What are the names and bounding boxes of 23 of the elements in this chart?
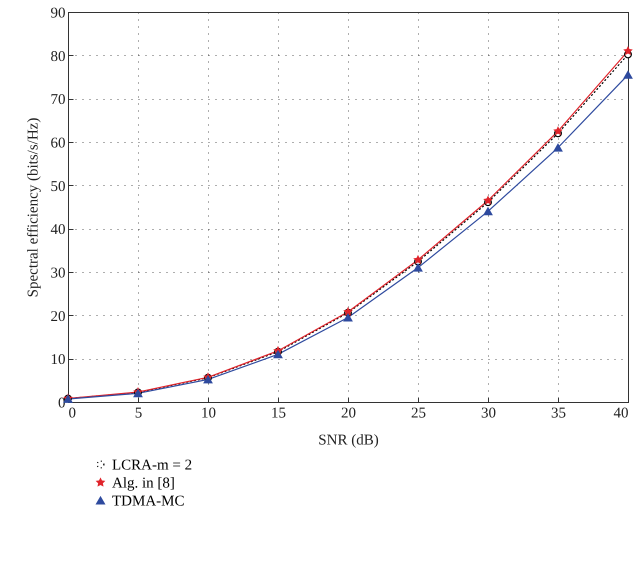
x-tick-label: 30 [481,406,496,422]
x-tick-label: 35 [551,406,566,422]
y-tick-label: 60 [50,136,66,152]
y-tick-label: 80 [50,48,66,65]
y-tick-label: 90 [50,6,66,22]
x-tick-label: 15 [271,406,286,422]
y-tick-label: 10 [50,352,66,368]
legend-label: LCRA-m = 2 [112,458,192,474]
y-tick-label: 30 [50,266,66,282]
y-tick-label: 50 [50,178,66,195]
x-tick-label: 25 [411,406,426,422]
y-tick-label: 20 [50,308,66,325]
x-tick-label: 10 [201,406,216,422]
legend-label: Alg. in [8] [112,476,175,492]
x-tick-label: 5 [134,406,142,422]
x-tick-label: 20 [341,406,356,422]
legend-label: TDMA-MC [112,494,185,510]
y-axis-title: Spectral efficiency (bits/s/Hz) [26,118,42,298]
x-axis-title: SNR (dB) [318,432,379,448]
x-tick-label: 40 [614,406,628,422]
x-tick-label: 0 [68,406,76,422]
y-tick-label: 40 [50,222,66,238]
y-tick-label: 70 [50,92,66,108]
